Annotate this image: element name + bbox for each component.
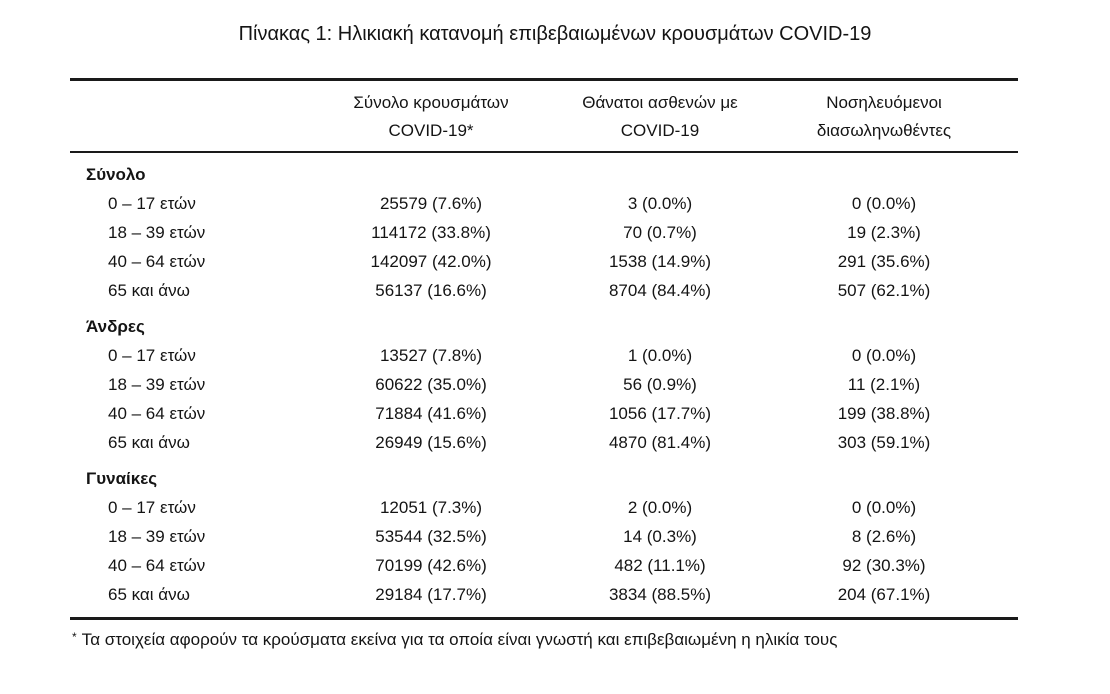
total-cases-cell: 142097 (42.0%) [370, 252, 492, 271]
header-empty-cell [70, 79, 310, 153]
intubated-cell: 291 (35.6%) [837, 252, 931, 271]
age-group-cell: 0 – 17 ετών [108, 498, 196, 517]
intubated-cell: 0 (0.0%) [851, 194, 917, 213]
table-row: 0 – 17 ετών 12051 (7.3%) 2 (0.0%) 0 (0.0%) [70, 493, 1018, 522]
deaths-cell: 1056 (17.7%) [608, 404, 712, 423]
section-label: Άνδρες [86, 317, 145, 336]
intubated-cell: 0 (0.0%) [851, 498, 917, 517]
table-row: 18 – 39 ετών 60622 (35.0%) 56 (0.9%) 11 (2.… [70, 370, 1018, 399]
age-group-cell: 0 – 17 ετών [108, 194, 196, 213]
section-label: Σύνολο [86, 165, 146, 184]
table-row: 65 και άνω 26949 (15.6%) 4870 (81.4%) 303 (… [70, 428, 1018, 457]
footnote-text: Τα στοιχεία αφορούν τα κρούσματα εκείνα … [81, 630, 838, 649]
total-cases-cell: 25579 (7.6%) [379, 194, 483, 213]
age-group-cell: 18 – 39 ετών [108, 527, 206, 546]
deaths-cell: 1 (0.0%) [627, 346, 693, 365]
intubated-cell: 507 (62.1%) [837, 281, 931, 300]
intubated-cell: 199 (38.8%) [837, 404, 931, 423]
table-row: 65 και άνω 29184 (17.7%) 3834 (88.5%) 204 (… [70, 580, 1018, 619]
deaths-cell: 8704 (84.4%) [608, 281, 712, 300]
table-row: 18 – 39 ετών 114172 (33.8%) 70 (0.7%) 19 (2… [70, 218, 1018, 247]
section-header-row: Άνδρες [70, 305, 1018, 341]
deaths-cell: 3 (0.0%) [627, 194, 693, 213]
deaths-cell: 4870 (81.4%) [608, 433, 712, 452]
deaths-cell: 70 (0.7%) [623, 223, 697, 242]
covid-age-table: Σύνολο κρουσμάτων COVID-19* Θάνατοι ασθε… [70, 78, 1018, 620]
intubated-cell: 0 (0.0%) [851, 346, 917, 365]
total-cases-cell: 60622 (35.0%) [375, 375, 487, 394]
age-group-cell: 40 – 64 ετών [108, 252, 206, 271]
intubated-cell: 11 (2.1%) [847, 375, 921, 394]
total-cases-cell: 29184 (17.7%) [375, 585, 487, 604]
header-intubated-line2: διασωληνωθέντες [816, 121, 952, 140]
table-row: 40 – 64 ετών 71884 (41.6%) 1056 (17.7%) 199… [70, 399, 1018, 428]
total-cases-cell: 70199 (42.6%) [375, 556, 487, 575]
intubated-cell: 19 (2.3%) [847, 223, 921, 242]
header-deaths-line1: Θάνατοι ασθενών με [582, 93, 738, 112]
deaths-cell: 14 (0.3%) [623, 527, 697, 546]
header-deaths-line2: COVID-19 [620, 121, 700, 140]
header-total-cases-line1: Σύνολο κρουσμάτων [353, 93, 509, 112]
header-row: Σύνολο κρουσμάτων COVID-19* Θάνατοι ασθε… [70, 79, 1018, 153]
table-row: 40 – 64 ετών 142097 (42.0%) 1538 (14.9%) 29… [70, 247, 1018, 276]
total-cases-cell: 12051 (7.3%) [379, 498, 483, 517]
deaths-cell: 3834 (88.5%) [608, 585, 712, 604]
total-cases-cell: 114172 (33.8%) [371, 223, 491, 242]
age-group-cell: 18 – 39 ετών [108, 223, 206, 242]
table-row: 0 – 17 ετών 25579 (7.6%) 3 (0.0%) 0 (0.0%) [70, 189, 1018, 218]
table-section: Γυναίκες 0 – 17 ετών 12051 (7.3%) 2 (0.0%) 0… [70, 457, 1018, 619]
page-title: Πίνακας 1: Ηλικιακή κατανομή επιβεβαιωμέ… [238, 23, 872, 45]
total-cases-cell: 13527 (7.8%) [379, 346, 483, 365]
header-intubated-line1: Νοσηλευόμενοι [826, 93, 942, 112]
header-total-cases: Σύνολο κρουσμάτων COVID-19* [310, 79, 552, 153]
total-cases-cell: 56137 (16.6%) [375, 281, 487, 300]
deaths-cell: 1538 (14.9%) [608, 252, 712, 271]
total-cases-cell: 53544 (32.5%) [375, 527, 487, 546]
table-section: Άνδρες 0 – 17 ετών 13527 (7.8%) 1 (0.0%) 0 (… [70, 305, 1018, 457]
header-total-cases-line2: COVID-19* [388, 121, 474, 140]
deaths-cell: 2 (0.0%) [627, 498, 693, 517]
table-section: Σύνολο 0 – 17 ετών 25579 (7.6%) 3 (0.0%) 0 (… [70, 152, 1018, 305]
section-header-row: Σύνολο [70, 152, 1018, 189]
age-group-cell: 40 – 64 ετών [108, 556, 206, 575]
intubated-cell: 303 (59.1%) [837, 433, 931, 452]
total-cases-cell: 71884 (41.6%) [375, 404, 487, 423]
table-row: 65 και άνω 56137 (16.6%) 8704 (84.4%) 507 (… [70, 276, 1018, 305]
intubated-cell: 204 (67.1%) [837, 585, 931, 604]
footnote-asterisk: * [72, 630, 77, 644]
table-row: 18 – 39 ετών 53544 (32.5%) 14 (0.3%) 8 (2.6… [70, 522, 1018, 551]
header-intubated: Νοσηλευόμενοι διασωληνωθέντες [768, 79, 1018, 153]
age-group-cell: 0 – 17 ετών [108, 346, 196, 365]
deaths-cell: 56 (0.9%) [623, 375, 697, 394]
age-group-cell: 65 και άνω [108, 433, 190, 452]
age-group-cell: 65 και άνω [108, 281, 190, 300]
age-group-cell: 65 και άνω [108, 585, 190, 604]
header-deaths: Θάνατοι ασθενών με COVID-19 [552, 79, 768, 153]
total-cases-cell: 26949 (15.6%) [375, 433, 487, 452]
age-group-cell: 18 – 39 ετών [108, 375, 206, 394]
intubated-cell: 92 (30.3%) [842, 556, 926, 575]
section-header-row: Γυναίκες [70, 457, 1018, 493]
section-label: Γυναίκες [86, 469, 158, 488]
intubated-cell: 8 (2.6%) [851, 527, 917, 546]
footnote: * Τα στοιχεία αφορούν τα κρούσματα εκείνα… [72, 629, 1110, 651]
table-row: 40 – 64 ετών 70199 (42.6%) 482 (11.1%) 92 (… [70, 551, 1018, 580]
age-group-cell: 40 – 64 ετών [108, 404, 206, 423]
table-header: Σύνολο κρουσμάτων COVID-19* Θάνατοι ασθε… [70, 79, 1018, 153]
table-row: 0 – 17 ετών 13527 (7.8%) 1 (0.0%) 0 (0.0%) [70, 341, 1018, 370]
deaths-cell: 482 (11.1%) [614, 556, 706, 575]
